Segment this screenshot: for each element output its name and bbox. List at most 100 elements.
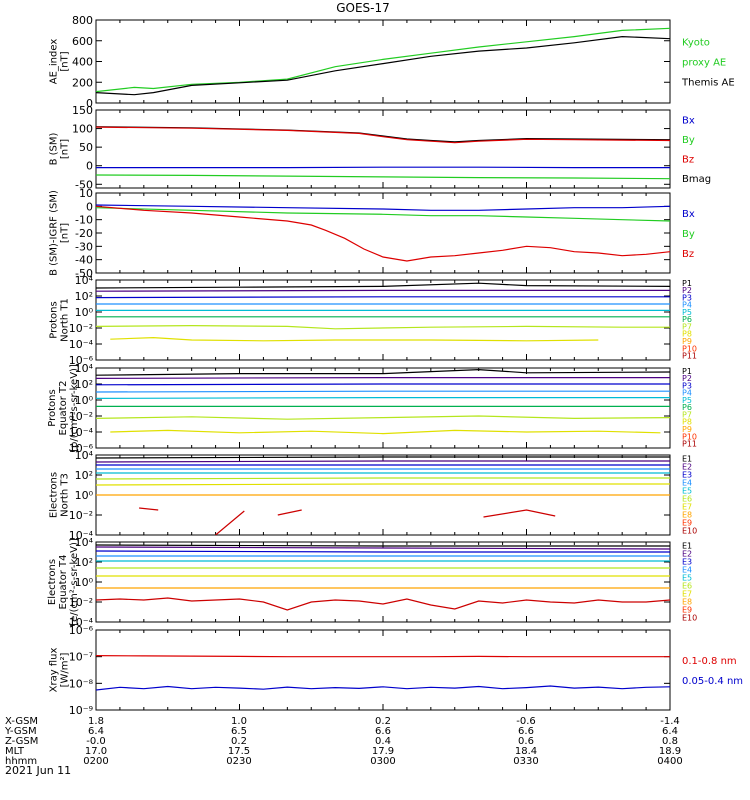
orbit-value: 0330 bbox=[513, 756, 538, 767]
orbit-row-label: MLT bbox=[5, 746, 25, 757]
y-tick-label: -30 bbox=[75, 240, 93, 253]
y-tick-label: 400 bbox=[72, 56, 93, 69]
legend-entry: E10 bbox=[682, 526, 697, 535]
y-axis-label: B (SM) bbox=[49, 132, 60, 165]
series-line bbox=[96, 550, 670, 553]
orbit-value: 0300 bbox=[370, 756, 395, 767]
legend-entry: P7 bbox=[682, 322, 692, 331]
y-tick-label: -10 bbox=[75, 214, 93, 227]
series-line bbox=[110, 429, 661, 435]
y-tick-label: 10⁻⁹ bbox=[69, 704, 93, 717]
legend-entry: P3 bbox=[682, 293, 692, 302]
legend-entry: E4 bbox=[682, 478, 692, 487]
legend-entry: Themis AE bbox=[681, 78, 735, 89]
legend-entry: P1 bbox=[682, 367, 692, 376]
legend-entry: E3 bbox=[682, 470, 692, 479]
y-tick-label: 10⁰ bbox=[75, 394, 94, 407]
y-tick-label: 10⁻⁶ bbox=[69, 354, 94, 367]
legend-entry: P8 bbox=[682, 330, 692, 339]
orbit-value: 6.4 bbox=[88, 726, 104, 737]
legend-entry: P5 bbox=[682, 396, 692, 405]
y-tick-label: 10⁴ bbox=[75, 536, 94, 549]
legend-entry: E5 bbox=[682, 486, 692, 495]
orbit-value: 6.4 bbox=[662, 726, 678, 737]
legend-entry: Bx bbox=[682, 116, 695, 127]
y-axis-label: [e/(cm²-s-sr-keV)] bbox=[69, 538, 80, 626]
y-tick-label: 10⁰ bbox=[75, 306, 94, 319]
panel-frame bbox=[95, 279, 671, 361]
series-line bbox=[96, 685, 670, 691]
y-axis-label: Electrons bbox=[49, 472, 60, 518]
orbit-value: 17.5 bbox=[228, 746, 250, 757]
orbit-value: 6.6 bbox=[375, 726, 391, 737]
series-line bbox=[96, 204, 670, 211]
y-tick-label: 50 bbox=[79, 141, 93, 154]
orbit-value: 6.6 bbox=[518, 726, 534, 737]
legend-entry: P6 bbox=[682, 403, 692, 412]
legend-entry: E10 bbox=[682, 613, 697, 622]
legend-entry: Bx bbox=[682, 209, 695, 220]
orbit-value: 0.2 bbox=[375, 716, 391, 727]
y-axis-label: Protons bbox=[47, 389, 58, 426]
legend-entry: P6 bbox=[682, 315, 692, 324]
panel-4: 10⁻⁶ 10⁻⁴ 10⁻² 10⁰ 10² 10⁴ Protons North T1 P1P2… bbox=[49, 274, 698, 367]
panel-frame bbox=[95, 19, 671, 104]
y-tick-label: 10⁻² bbox=[69, 410, 93, 423]
legend-entry: E5 bbox=[682, 573, 692, 582]
orbit-value: 1.0 bbox=[231, 716, 247, 727]
panel-frame bbox=[95, 629, 671, 711]
y-tick-label: 10² bbox=[75, 469, 93, 482]
y-tick-label: 10⁻⁶ bbox=[69, 442, 94, 455]
panel-8: 10⁻⁹ 10⁻⁸ 10⁻⁷ 10⁻⁶ Xray flux [W/m²] 0.1-0.8 n… bbox=[49, 624, 744, 717]
legend-entry: P8 bbox=[682, 418, 692, 427]
y-tick-label: 10⁰ bbox=[75, 576, 94, 589]
y-tick-label: 10⁻⁴ bbox=[69, 529, 94, 542]
legend-entry: E9 bbox=[682, 518, 692, 527]
y-axis-label: Equator T2 bbox=[58, 381, 69, 436]
panel-1: 0 200 400 600 800 AE_index [nT] Kyoto proxy AE Th… bbox=[49, 14, 735, 110]
y-tick-label: 200 bbox=[72, 76, 93, 89]
legend-entry: 0.1-0.8 nm bbox=[682, 656, 737, 667]
y-axis-label: North T1 bbox=[60, 298, 71, 342]
orbit-value: 0.2 bbox=[231, 736, 247, 747]
y-tick-label: 800 bbox=[72, 14, 93, 27]
series-line bbox=[96, 397, 670, 399]
series-line bbox=[483, 509, 556, 518]
legend-entry: Kyoto bbox=[682, 38, 710, 49]
y-tick-label: 10⁻⁴ bbox=[69, 426, 94, 439]
y-axis-label: AE_index bbox=[49, 39, 60, 85]
orbit-value: 0.4 bbox=[375, 736, 391, 747]
plot-title: GOES-17 bbox=[336, 1, 390, 15]
legend-entry: P3 bbox=[682, 381, 692, 390]
series-line bbox=[96, 456, 670, 459]
y-axis-label: B (SM)-IGRF (SM) bbox=[49, 190, 60, 276]
orbit-value: 0.6 bbox=[518, 736, 534, 747]
legend-entry: E8 bbox=[682, 510, 692, 519]
orbit-row-label: hhmm bbox=[5, 756, 37, 767]
orbit-value: 18.4 bbox=[515, 746, 537, 757]
y-tick-label: 10² bbox=[75, 290, 93, 303]
series-line bbox=[96, 174, 670, 180]
series-line bbox=[96, 27, 670, 93]
legend-entry: P4 bbox=[682, 301, 692, 310]
y-tick-label: 10⁻⁴ bbox=[69, 616, 94, 629]
legend-entry: Bz bbox=[682, 249, 694, 260]
series-line bbox=[96, 207, 670, 222]
y-tick-label: -20 bbox=[75, 227, 93, 240]
y-axis-label: [p/(cm²-s-sr-keV)] bbox=[69, 364, 80, 452]
legend-entry: E9 bbox=[682, 605, 692, 614]
y-tick-label: 10⁴ bbox=[75, 362, 94, 375]
series-line bbox=[215, 510, 245, 535]
legend-entry: P5 bbox=[682, 308, 692, 317]
y-axis-label: [nT] bbox=[60, 139, 71, 159]
series-line bbox=[96, 390, 670, 393]
y-tick-label: 10⁻² bbox=[69, 596, 93, 609]
y-tick-label: 100 bbox=[72, 123, 93, 136]
y-tick-label: 10⁰ bbox=[75, 489, 94, 502]
series-line bbox=[96, 368, 670, 376]
orbit-table: X-GSMY-GSMZ-GSMMLThhmm1.86.4-0.017.00200… bbox=[4, 716, 683, 767]
y-tick-label: 150 bbox=[72, 104, 93, 117]
panel-frame bbox=[95, 367, 671, 449]
